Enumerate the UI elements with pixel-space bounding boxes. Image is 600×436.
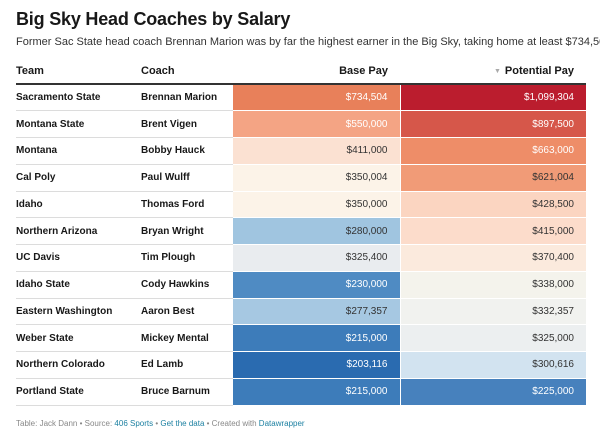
sort-descending-icon: ▼ [493,68,501,75]
potential-pay-cell: $897,500 [399,110,586,138]
base-pay-cell: $215,000 [231,378,400,406]
base-pay-cell: $230,000 [231,271,400,299]
team-cell: Northern Colorado [16,351,141,379]
base-pay-cell: $734,504 [231,84,400,112]
potential-pay-cell: $415,000 [399,217,586,245]
coach-cell: Cody Hawkins [141,271,232,299]
coach-cell: Bobby Hauck [141,137,232,165]
table-row: UC Davis Tim Plough $325,400 $370,400 [16,244,586,272]
base-pay-cell: $350,004 [231,164,400,192]
table-row: Idaho State Cody Hawkins $230,000 $338,000 [16,271,586,299]
team-cell: UC Davis [16,244,141,272]
salary-table: Team Coach Base Pay ▼ Potential Pay Sacra… [16,59,586,406]
coach-cell: Brennan Marion [141,84,232,112]
potential-pay-cell: $300,616 [399,351,586,379]
table-row: Sacramento State Brennan Marion $734,504 $1… [16,84,586,112]
footer-credit: Table: Jack Dann [16,419,78,428]
table-row: Idaho Thomas Ford $350,000 $428,500 [16,191,586,219]
base-pay-cell: $277,357 [231,298,400,326]
table-row: Eastern Washington Aaron Best $277,357 $332… [16,298,586,326]
team-cell: Idaho State [16,271,141,299]
team-cell: Montana [16,137,141,165]
base-pay-cell: $325,400 [231,244,400,272]
column-header-potential-pay[interactable]: ▼ Potential Pay [400,59,586,85]
table-row: Portland State Bruce Barnum $215,000 $225,0… [16,378,586,406]
team-cell: Idaho [16,191,141,219]
base-pay-cell: $350,000 [231,191,400,219]
team-cell: Northern Arizona [16,217,141,245]
column-header-potential-pay-label: Potential Pay [504,65,574,77]
table-body: Sacramento State Brennan Marion $734,504 $1… [16,84,586,406]
coach-cell: Ed Lamb [141,351,232,379]
potential-pay-cell: $1,099,304 [399,84,586,112]
footer-sep-data: • [153,419,161,428]
coach-cell: Paul Wulff [141,164,232,192]
team-cell: Portland State [16,378,141,406]
base-pay-cell: $411,000 [231,137,400,165]
team-cell: Weber State [16,324,141,352]
base-pay-cell: $203,116 [231,351,400,379]
base-pay-cell: $215,000 [231,324,400,352]
source-link[interactable]: 406 Sports [114,419,154,428]
team-cell: Sacramento State [16,84,141,112]
base-pay-cell: $550,000 [231,110,400,138]
potential-pay-cell: $370,400 [399,244,586,272]
potential-pay-cell: $621,004 [399,164,586,192]
coach-cell: Thomas Ford [141,191,232,219]
coach-cell: Aaron Best [141,298,232,326]
footer-sep-source: • Source: [77,419,115,428]
table-row: Montana State Brent Vigen $550,000 $897,500 [16,110,586,138]
column-header-coach[interactable]: Coach [141,59,232,85]
coach-cell: Brent Vigen [141,110,232,138]
team-cell: Cal Poly [16,164,141,192]
team-cell: Eastern Washington [16,298,141,326]
page-title: Big Sky Head Coaches by Salary [16,9,291,29]
potential-pay-cell: $663,000 [399,137,586,165]
footer: Table: Jack Dann • Source: 406 Sports • … [16,419,305,428]
base-pay-cell: $280,000 [231,217,400,245]
coach-cell: Mickey Mental [141,324,232,352]
table-header-row: Team Coach Base Pay ▼ Potential Pay [16,59,586,85]
potential-pay-cell: $338,000 [399,271,586,299]
table-row: Montana Bobby Hauck $411,000 $663,000 [16,137,586,165]
get-data-link[interactable]: Get the data [160,419,205,428]
table-row: Weber State Mickey Mental $215,000 $325,000 [16,324,586,352]
potential-pay-cell: $325,000 [399,324,586,352]
table-row: Northern Colorado Ed Lamb $203,116 $300,616 [16,351,586,379]
datawrapper-link[interactable]: Datawrapper [258,419,305,428]
coach-cell: Bryan Wright [141,217,232,245]
column-header-base-pay[interactable]: Base Pay [232,59,400,85]
table-row: Cal Poly Paul Wulff $350,004 $621,004 [16,164,586,192]
coach-cell: Tim Plough [141,244,232,272]
potential-pay-cell: $332,357 [399,298,586,326]
potential-pay-cell: $428,500 [399,191,586,219]
table-row: Northern Arizona Bryan Wright $280,000 $415… [16,217,586,245]
potential-pay-cell: $225,000 [399,378,586,406]
coach-cell: Bruce Barnum [141,378,232,406]
column-header-team[interactable]: Team [16,59,141,85]
page-subtitle: Former Sac State head coach Brennan Mari… [16,36,600,48]
footer-sep-tool: • Created with [204,419,259,428]
team-cell: Montana State [16,110,141,138]
